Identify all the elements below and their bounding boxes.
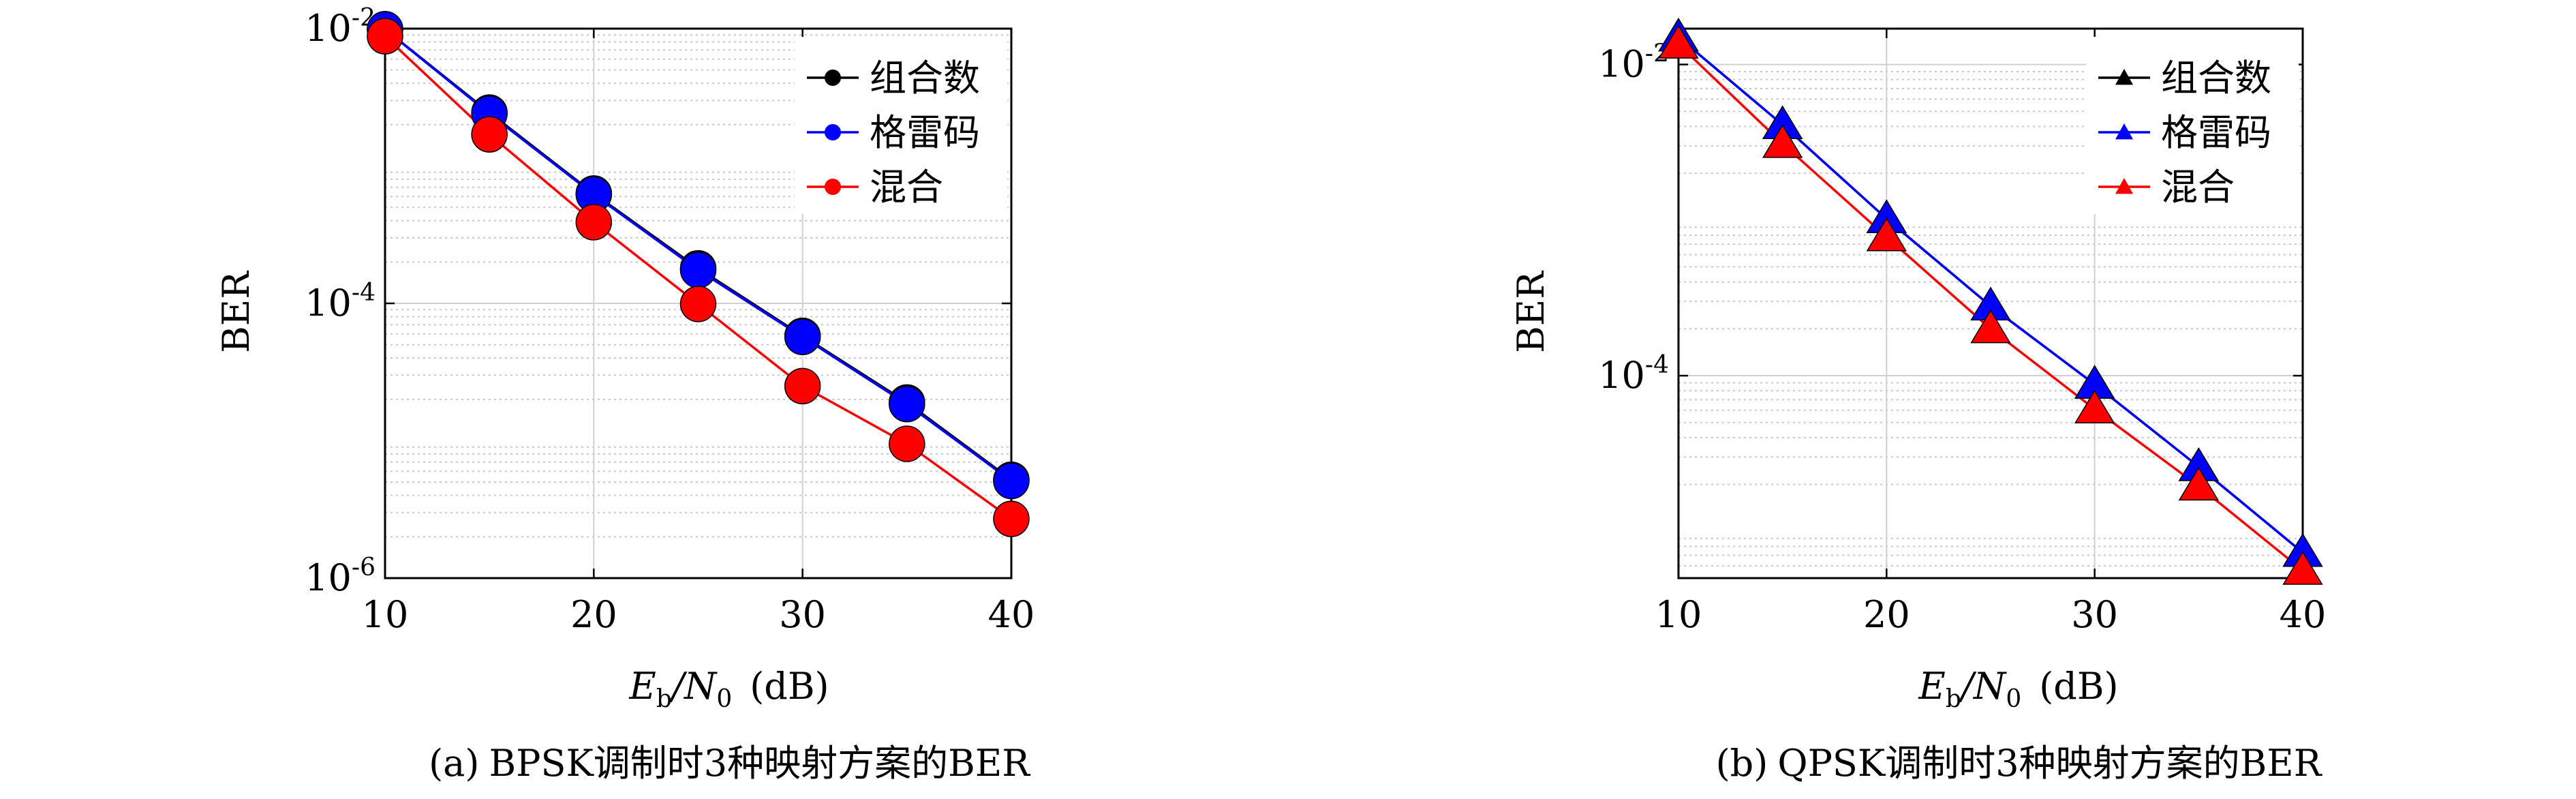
legend-marker <box>2115 69 2133 85</box>
xlabel-b: Eb/N0 (dB) <box>1918 665 2118 713</box>
legend-marker <box>825 70 841 86</box>
legend-marker <box>825 124 841 140</box>
data-point-series-1 <box>784 318 821 355</box>
data-point-series-2 <box>1866 217 1907 252</box>
plot-frame <box>1677 27 2304 579</box>
data-point-series-2 <box>1970 309 2011 344</box>
data-point-series-2 <box>1658 25 1699 59</box>
y-tick-label: 10-4 <box>305 279 375 325</box>
caption-a-text: BPSK调制时3种映射方案的BER <box>489 742 1030 785</box>
x-tick-label: 30 <box>779 593 826 636</box>
data-point-series-2 <box>367 18 403 55</box>
y-tick-label: 10-2 <box>1598 40 1669 86</box>
data-point-series-1 <box>993 462 1030 500</box>
data-point-series-1 <box>679 252 717 288</box>
data-point-series-2 <box>471 116 508 153</box>
y-tick-label: 10-2 <box>305 4 375 50</box>
caption-a-tag: (a) <box>429 742 480 785</box>
x-tick-label: 10 <box>362 593 409 636</box>
data-point-series-2 <box>889 425 925 462</box>
legend-label: 格雷码 <box>2161 111 2271 154</box>
panel-b: BER Eb/N0 (dB) <box>1509 271 2119 713</box>
data-point-series-2 <box>575 204 613 241</box>
x-tick-label: 30 <box>2071 593 2118 636</box>
y-tick-label: 10-4 <box>1598 351 1669 397</box>
ylabel-a: BER <box>215 271 258 353</box>
data-point-series-2 <box>2282 551 2323 585</box>
legend-label: 组合数 <box>870 57 980 100</box>
x-tick-label: 40 <box>2280 593 2327 636</box>
caption-b-tag: (b) <box>1715 742 1768 785</box>
data-point-series-2 <box>2074 389 2115 424</box>
data-point-series-2 <box>1762 124 1803 158</box>
caption-a: (a) BPSK调制时3种映射方案的BER <box>150 733 1308 787</box>
figure-canvas: BER Eb/N0 (dB) BER Eb/N0 (dB) 10 20 30 40 10-2… <box>215 4 2326 713</box>
data-point-series-2 <box>993 500 1030 537</box>
xlabel-a: Eb/N0 (dB) <box>628 665 829 713</box>
legend-label: 格雷码 <box>870 111 980 154</box>
ylabel-b: BER <box>1509 271 1552 353</box>
caption-b-text: QPSK调制时3种映射方案的BER <box>1777 742 2322 785</box>
x-tick-label: 20 <box>570 593 617 636</box>
legend-marker <box>825 179 841 195</box>
legend-label: 组合数 <box>2161 57 2271 100</box>
panel-a: BER Eb/N0 (dB) <box>215 271 829 713</box>
y-tick-label: 10-6 <box>305 554 375 599</box>
legend-marker <box>2115 178 2133 194</box>
x-tick-label: 40 <box>988 593 1035 636</box>
data-point-series-2 <box>2178 466 2220 501</box>
data-point-series-1 <box>889 385 925 423</box>
data-point-series-2 <box>679 286 717 322</box>
legend-marker <box>2115 123 2133 140</box>
data-point-series-2 <box>784 367 821 405</box>
caption-b: (b) QPSK调制时3种映射方案的BER <box>1439 733 2576 787</box>
x-tick-label: 10 <box>1655 593 1702 636</box>
legend-label: 混合 <box>2161 166 2235 209</box>
legend-label: 混合 <box>870 166 943 209</box>
x-tick-label: 20 <box>1863 593 1910 636</box>
